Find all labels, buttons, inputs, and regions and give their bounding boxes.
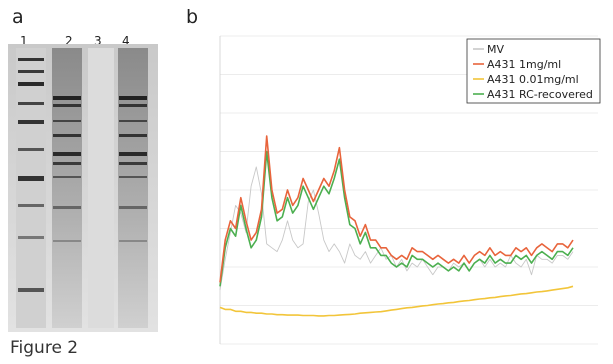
legend-label-a431-1mg: A431 1mg/ml [487,58,561,71]
legend-box [466,38,601,104]
gel-lane-2 [52,48,82,328]
panel-a-label: a [12,6,24,28]
lane-label-4: 4 [122,34,130,48]
panel-b-label: b [186,6,199,28]
legend-label-a431-rc: A431 RC-recovered [487,88,593,101]
legend-label-mv: MV [487,43,504,56]
series-line-a431-rc-recovered [219,150,574,287]
legend: MV A431 1mg/ml A431 0.01mg/ml A431 RC-re… [466,38,601,104]
lane-label-2: 2 [65,34,73,48]
lane-label-1: 1 [20,34,28,48]
gel-lane-4 [118,48,148,328]
figure-caption: Figure 2 [10,338,79,358]
gel-lane-3 [88,48,114,328]
legend-label-a431-001mg: A431 0.01mg/ml [487,73,579,86]
chromatogram-chart: MV A431 1mg/ml A431 0.01mg/ml A431 RC-re… [219,35,601,345]
lane-label-3: 3 [94,34,102,48]
series-layer [219,135,574,317]
gel-image [8,44,158,332]
gel-lane-1 [16,48,46,328]
series-line-a431-0-01mg-ml [219,285,574,317]
series-line-a431-1mg-ml [219,135,574,283]
gridlines [219,35,598,345]
